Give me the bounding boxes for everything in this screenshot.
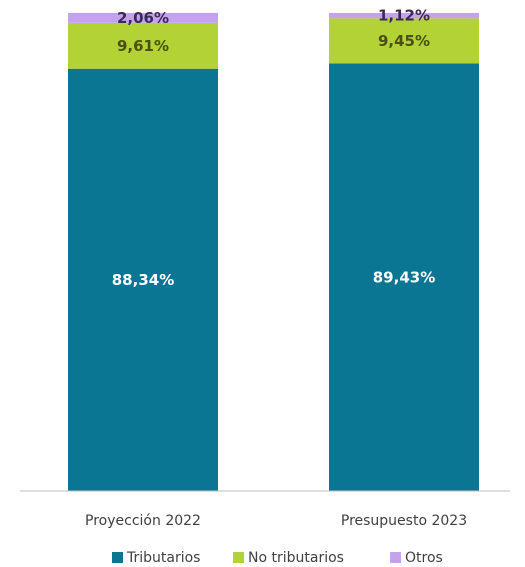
- bar-segment-no-tributarios-2: [329, 18, 479, 64]
- category-label: Presupuesto 2023: [341, 513, 467, 529]
- legend-label: Otros: [405, 550, 443, 566]
- data-label: 2,06%: [117, 9, 169, 27]
- bar-segment-tributarios-1: [68, 68, 218, 491]
- legend-swatch: [390, 552, 401, 563]
- bar-segment-no-tributarios-1: [68, 22, 218, 69]
- bar-segment-otros-2: [329, 13, 479, 19]
- legend: Tributarios No tributarios Otros: [112, 550, 443, 566]
- legend-label: Tributarios: [126, 550, 200, 566]
- bars-group: 88,34% 9,61% 2,06% 89,43% 9,45% 1,12%: [68, 7, 479, 492]
- data-label: 9,45%: [378, 32, 430, 50]
- data-label: 1,12%: [378, 7, 430, 25]
- legend-label: No tributarios: [248, 550, 344, 566]
- data-label: 89,43%: [373, 268, 435, 286]
- data-label: 88,34%: [112, 271, 174, 289]
- bar-segment-otros-1: [68, 12, 218, 23]
- data-label: 9,61%: [117, 37, 169, 55]
- bar-segment-tributarios-2: [329, 63, 479, 492]
- legend-swatch: [112, 552, 123, 563]
- legend-swatch: [233, 552, 244, 563]
- category-label: Proyección 2022: [85, 513, 201, 529]
- category-labels: Proyección 2022 Presupuesto 2023: [85, 513, 467, 529]
